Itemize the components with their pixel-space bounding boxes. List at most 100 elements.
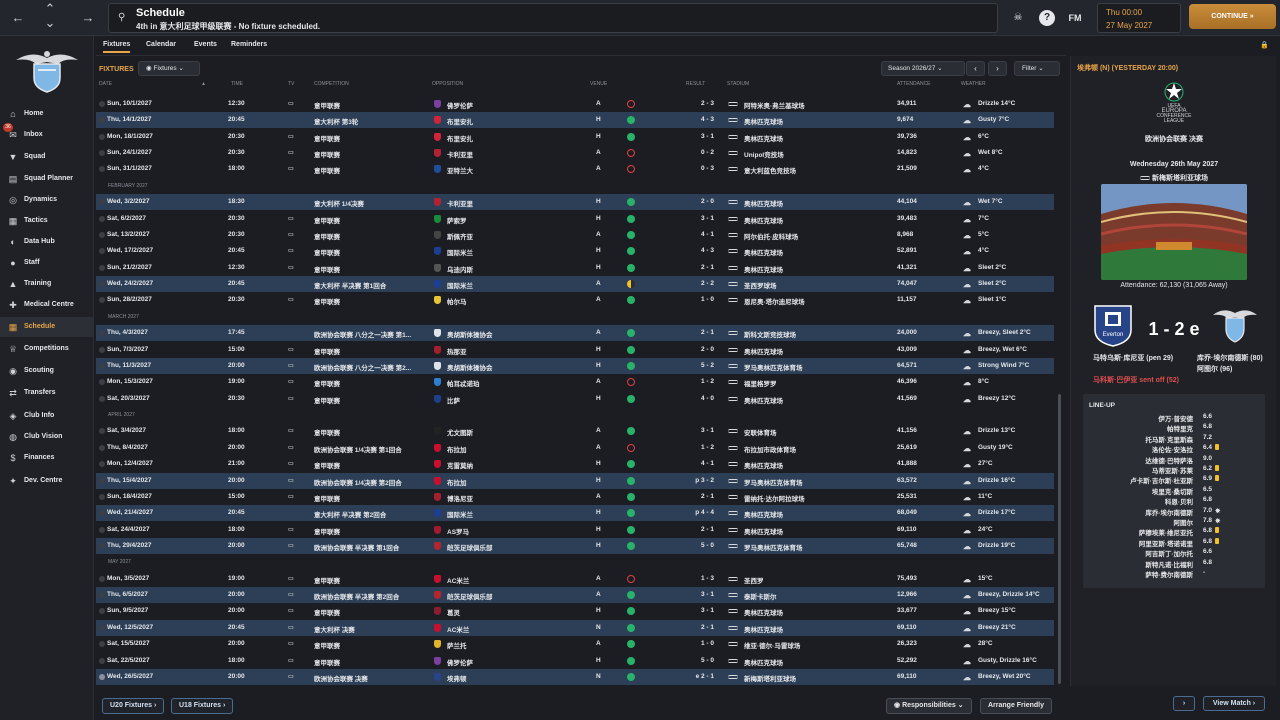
fixture-row[interactable]: Thu, 6/5/2027 20:00 ▭ 欧洲协会联赛 半决赛 第2回合 皑茨足球俱乐… bbox=[96, 587, 1054, 604]
lineup-player-row[interactable]: 阿图尔 7.8 ✵ bbox=[1083, 516, 1265, 527]
row-select-dot[interactable] bbox=[99, 673, 105, 680]
row-select-dot[interactable] bbox=[99, 510, 105, 517]
fixture-opposition[interactable]: 奥胡斯体操协会 bbox=[447, 332, 493, 340]
lock-icon[interactable]: 🔒 bbox=[1260, 42, 1269, 49]
fixture-result[interactable]: 2 - 1 bbox=[700, 263, 714, 271]
col-date[interactable]: DATE bbox=[99, 81, 112, 87]
fixture-row[interactable]: Wed, 12/5/2027 20:45 ▭ 意大利杯 决赛 AC米兰 N 2 - 1 奥林匹… bbox=[96, 619, 1054, 636]
row-select-dot[interactable] bbox=[99, 542, 105, 549]
fixture-opposition[interactable]: 卡利亚里 bbox=[447, 152, 473, 160]
fixture-opposition[interactable]: 斯佩齐亚 bbox=[447, 233, 473, 241]
fixture-result[interactable]: 3 - 1 bbox=[700, 607, 714, 615]
fixture-result[interactable]: 2 - 1 bbox=[700, 623, 714, 631]
skull-icon[interactable]: ☠ bbox=[1013, 12, 1023, 23]
fixture-opposition[interactable]: 布里安扎 bbox=[447, 135, 473, 143]
u20-fixtures-button[interactable]: U20 Fixtures › bbox=[102, 698, 165, 714]
fixture-result[interactable]: p 4 - 4 bbox=[695, 509, 714, 517]
everton-crest-icon[interactable]: Everton bbox=[1091, 302, 1135, 348]
fixture-row[interactable]: Mon, 18/1/2027 20:30 ▭ 意甲联赛 布里安扎 H 3 - 1 奥林匹克球场… bbox=[96, 129, 1054, 145]
col-tv[interactable]: TV bbox=[288, 81, 295, 87]
fixture-row[interactable]: Thu, 11/3/2027 20:00 ▭ 欧洲协会联赛 八分之一决赛 第2... 奥… bbox=[96, 357, 1054, 374]
search-icon[interactable]: ⚲ bbox=[118, 12, 126, 23]
sidebar-item-home[interactable]: ⌂ Home bbox=[0, 104, 94, 124]
scroll-down-button[interactable]: ⌄ bbox=[44, 15, 56, 30]
col-stadium[interactable]: STADIUM bbox=[727, 81, 750, 87]
help-icon[interactable]: ? bbox=[1039, 10, 1055, 26]
lineup-player-row[interactable]: 卢卡斯·吉尔斯·杜亚斯 6.9 bbox=[1083, 474, 1265, 485]
fixture-opposition[interactable]: 国际米兰 bbox=[447, 512, 473, 520]
row-select-dot[interactable] bbox=[99, 461, 105, 468]
fixture-result[interactable]: 2 - 0 bbox=[700, 345, 714, 353]
sidebar-item-inbox[interactable]: ✉ 36 Inbox bbox=[0, 123, 94, 145]
fixture-result[interactable]: 1 - 3 bbox=[700, 574, 714, 582]
row-select-dot[interactable] bbox=[99, 215, 105, 222]
row-select-dot[interactable] bbox=[99, 592, 105, 599]
sidebar-item-dev-centre[interactable]: ✦ Dev. Centre bbox=[0, 471, 94, 491]
fixture-opposition[interactable]: 亚特兰大 bbox=[447, 168, 473, 176]
tab-reminders[interactable]: Reminders bbox=[231, 41, 268, 48]
row-select-dot[interactable] bbox=[99, 624, 105, 631]
row-select-dot[interactable] bbox=[99, 281, 105, 287]
sidebar-item-squad[interactable]: ▼ Squad bbox=[0, 147, 94, 167]
row-select-dot[interactable] bbox=[99, 444, 105, 451]
lazio-crest-icon[interactable] bbox=[1211, 305, 1259, 345]
lineup-player-row[interactable]: 斯特凡诺·比福利 6.8 bbox=[1083, 558, 1265, 569]
view-match-button[interactable]: View Match › bbox=[1203, 696, 1265, 711]
season-prev-button[interactable]: ‹ bbox=[966, 61, 985, 76]
fixture-result[interactable]: 2 - 2 bbox=[700, 280, 714, 287]
sidebar-item-squad-planner[interactable]: ▤ Squad Planner bbox=[0, 169, 94, 189]
fixture-result[interactable]: 4 - 1 bbox=[700, 230, 714, 238]
lineup-player-row[interactable]: 马蒂亚斯·苏莱 6.2 bbox=[1083, 464, 1265, 475]
fixture-row[interactable]: Sun, 10/1/2027 12:30 ▭ 意甲联赛 佛罗伦萨 A 2 - 3 阿特米奥·弗… bbox=[96, 96, 1054, 112]
fixture-row[interactable]: Sun, 28/2/2027 20:30 ▭ 意甲联赛 帕尔马 A 1 - 0 恩尼奥·塔尔迪… bbox=[96, 292, 1054, 308]
col-competition[interactable]: COMPETITION bbox=[314, 81, 349, 87]
row-select-dot[interactable] bbox=[99, 379, 105, 386]
lineup-player-row[interactable]: 伊万·普安德 6.6 bbox=[1083, 412, 1265, 423]
fixture-opposition[interactable]: AC米兰 bbox=[447, 577, 470, 585]
season-select[interactable]: Season 2026/27 ⌄ bbox=[881, 61, 965, 76]
u18-fixtures-button[interactable]: U18 Fixtures › bbox=[171, 698, 234, 714]
fixture-result[interactable]: 3 - 1 bbox=[700, 214, 714, 222]
fixture-result[interactable]: 5 - 0 bbox=[700, 656, 714, 664]
fixture-result[interactable]: 4 - 3 bbox=[700, 247, 714, 255]
season-next-button[interactable]: › bbox=[988, 61, 1007, 76]
row-select-dot[interactable] bbox=[99, 150, 105, 157]
arrange-friendly-button[interactable]: Arrange Friendly bbox=[980, 698, 1053, 714]
fixture-row[interactable]: Sun, 21/2/2027 12:30 ▭ 意甲联赛 乌迪内斯 H 2 - 1 奥林匹克球场… bbox=[96, 260, 1054, 276]
tab-events[interactable]: Events bbox=[194, 41, 217, 48]
col-venue[interactable]: VENUE bbox=[590, 81, 608, 87]
row-select-dot[interactable] bbox=[99, 428, 105, 435]
fixture-opposition[interactable]: 布里安扎 bbox=[447, 119, 473, 127]
fixture-opposition[interactable]: AC米兰 bbox=[447, 626, 470, 634]
row-select-dot[interactable] bbox=[99, 330, 105, 337]
fixture-result[interactable]: 2 - 1 bbox=[700, 329, 714, 337]
fixture-result[interactable]: 4 - 3 bbox=[700, 116, 714, 124]
row-select-dot[interactable] bbox=[99, 608, 105, 615]
sidebar-item-transfers[interactable]: ⇄ Transfers bbox=[0, 383, 94, 403]
fixture-opposition[interactable]: 热那亚 bbox=[447, 348, 467, 356]
fixture-result[interactable]: 2 - 3 bbox=[700, 100, 714, 107]
row-select-dot[interactable] bbox=[99, 248, 105, 255]
responsibilities-button[interactable]: ◉ Responsibilities ⌄ bbox=[886, 698, 972, 714]
fixture-opposition[interactable]: 布拉加 bbox=[447, 479, 467, 487]
match-score[interactable]: 1 - 2 e bbox=[1148, 319, 1200, 339]
fixture-opposition[interactable]: 帕尔马 bbox=[447, 299, 467, 307]
fixture-row[interactable]: Sat, 15/5/2027 20:00 ▭ 意甲联赛 萨兰托 A 1 - 0 维亚·德尔·马… bbox=[96, 636, 1054, 652]
fixture-row[interactable]: Sat, 20/3/2027 20:30 ▭ 意甲联赛 比萨 H 4 - 0 奥林匹克球场 41… bbox=[96, 391, 1054, 407]
lineup-player-row[interactable]: 阿里亚斯·塔诺诺里 6.8 bbox=[1083, 537, 1265, 548]
fixture-opposition[interactable]: AS罗马 bbox=[447, 528, 470, 536]
fixture-result[interactable]: 3 - 1 bbox=[700, 132, 714, 140]
fixture-opposition[interactable]: 克雷莫纳 bbox=[447, 463, 473, 471]
sidebar-item-data-hub[interactable]: ◐ Data Hub bbox=[0, 232, 94, 252]
sidebar-item-club-info[interactable]: ◈ Club Info bbox=[0, 406, 94, 426]
fixture-result[interactable]: 5 - 2 bbox=[700, 361, 714, 369]
fixture-result[interactable]: p 3 - 2 bbox=[695, 476, 714, 484]
fixture-opposition[interactable]: 萨索罗 bbox=[447, 217, 467, 225]
row-select-dot[interactable] bbox=[99, 297, 105, 304]
fixture-opposition[interactable]: 帕耳忒诺珀 bbox=[447, 381, 480, 389]
continue-button[interactable]: CONTINUE » bbox=[1189, 4, 1276, 29]
sidebar-item-staff[interactable]: ● Staff bbox=[0, 253, 94, 273]
club-crest-logo[interactable] bbox=[14, 46, 80, 94]
fixture-opposition[interactable]: 尤文图斯 bbox=[447, 430, 473, 438]
